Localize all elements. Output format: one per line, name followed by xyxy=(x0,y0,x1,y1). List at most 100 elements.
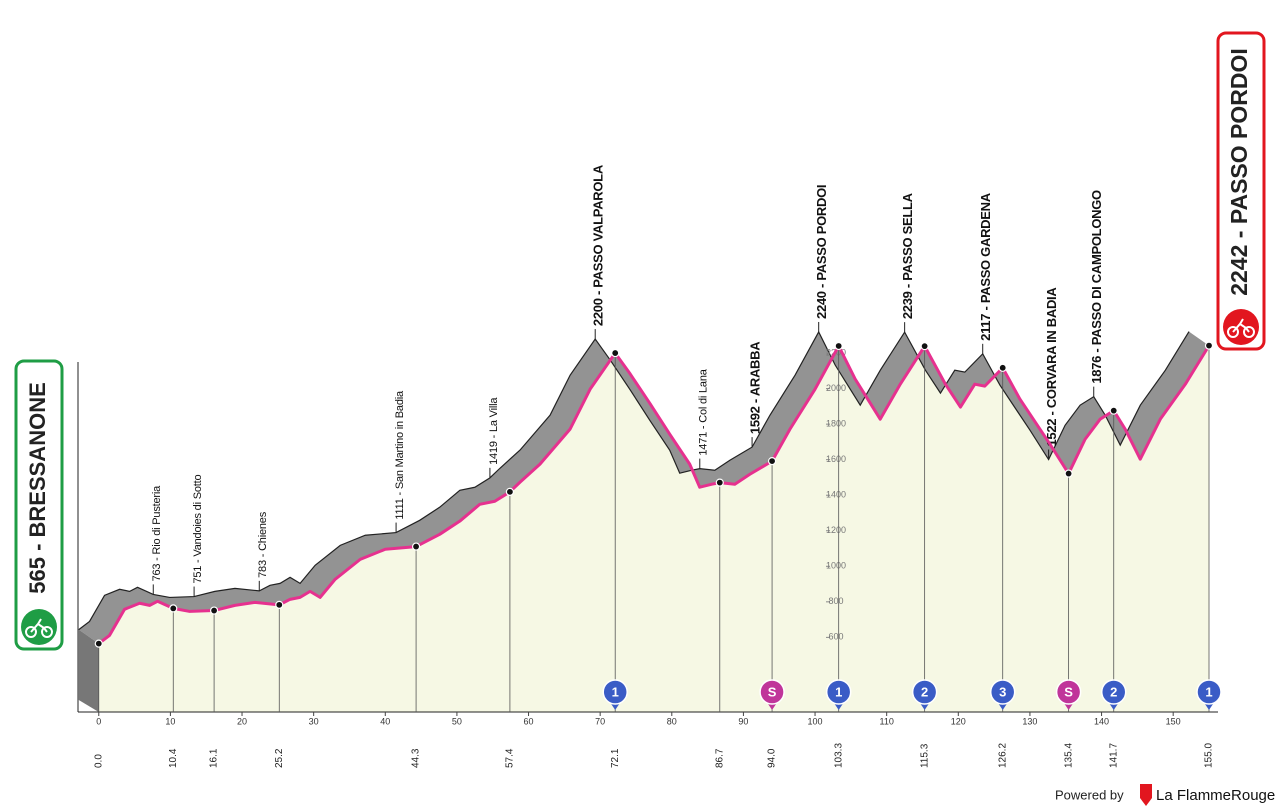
waypoint-label: 783 - Chienes xyxy=(257,511,269,578)
x-tick-label: 110 xyxy=(879,716,893,726)
badge-label: 3 xyxy=(999,684,1006,699)
badge-label: 1 xyxy=(612,684,619,699)
y-tick-label: 1400 xyxy=(826,490,846,500)
km-label: 155.0 xyxy=(1204,743,1215,768)
km-label: 57.4 xyxy=(505,748,516,768)
km-label: 44.3 xyxy=(411,748,422,768)
waypoint-dot xyxy=(1204,341,1214,350)
waypoint-label: 1419 - La Villa xyxy=(488,397,500,465)
waypoint-dot xyxy=(767,457,777,466)
start-frame xyxy=(14,359,64,651)
waypoint-dot xyxy=(920,342,929,351)
x-tick-label: 40 xyxy=(380,716,390,726)
badge xyxy=(989,679,1016,705)
waypoint-label: 1592 - ARABBA xyxy=(748,341,763,434)
waypoint-label: 1471 - Col di Lana xyxy=(698,368,710,455)
x-tick-label: 70 xyxy=(595,716,605,726)
km-label: 16.1 xyxy=(209,748,220,768)
km-label: 126.2 xyxy=(997,743,1008,768)
profile-area xyxy=(98,345,1210,712)
km-label: 25.2 xyxy=(274,748,285,768)
waypoint-dot xyxy=(998,363,1007,372)
waypoint-dot xyxy=(275,600,284,609)
x-tick-label: 140 xyxy=(1094,716,1109,726)
start-box: 565 - BRESSANONE xyxy=(14,359,64,651)
y-tick-label: 600 xyxy=(828,632,843,642)
badge-label: 1 xyxy=(835,684,842,699)
x-tick-label: 50 xyxy=(452,716,462,726)
badge xyxy=(911,679,938,705)
y-tick-label: 1000 xyxy=(826,561,846,571)
profile-line xyxy=(97,344,1211,645)
powered-by: Powered by xyxy=(1055,787,1124,802)
badge xyxy=(759,679,785,705)
waypoint-label: 2117 - PASSO GARDENA xyxy=(978,192,993,341)
waypoint-label: 1876 - PASSO DI CAMPOLONGO xyxy=(1089,190,1104,384)
x-tick-label: 30 xyxy=(309,716,319,726)
waypoint-dot xyxy=(169,604,178,613)
km-label: 86.7 xyxy=(714,748,725,768)
brand: La FlammeRouge xyxy=(1156,787,1275,804)
km-label: 135.4 xyxy=(1063,743,1074,768)
x-tick-label: 90 xyxy=(738,716,748,726)
x-tick-label: 150 xyxy=(1166,716,1181,726)
waypoint-label: 1111 - San Martino in Badia xyxy=(394,390,406,520)
waypoint-label: 1522 - CORVARA IN BADIA xyxy=(1044,287,1059,447)
finish-frame xyxy=(1216,31,1266,351)
waypoint-dot xyxy=(209,606,219,615)
x-tick-label: 0 xyxy=(96,716,101,726)
waypoint-dot xyxy=(834,341,843,351)
waypoint-dot xyxy=(715,478,724,487)
badge xyxy=(1055,679,1082,705)
km-label: 141.7 xyxy=(1108,743,1119,768)
x-tick-label: 20 xyxy=(237,716,247,726)
badge xyxy=(825,679,852,705)
waypoint-dot xyxy=(505,487,515,496)
x-tick-label: 100 xyxy=(808,716,823,726)
x-tick-label: 60 xyxy=(524,716,534,726)
km-label: 72.1 xyxy=(610,748,621,768)
x-tick-label: 130 xyxy=(1022,716,1037,726)
start-label: 565 - BRESSANONE xyxy=(25,382,50,594)
waypoint-dot xyxy=(611,348,620,358)
finish-icon xyxy=(1223,309,1259,345)
x-tick-label: 80 xyxy=(667,716,677,726)
footer: Powered by La FlammeRouge xyxy=(1055,784,1275,806)
badge xyxy=(1196,679,1222,705)
profile-left-side xyxy=(78,629,99,712)
start-cyclist xyxy=(25,618,53,638)
badge xyxy=(602,679,628,705)
finish-label: 2242 - PASSO PORDOI xyxy=(1226,48,1252,296)
waypoint-label: 2239 - PASSO SELLA xyxy=(900,192,915,319)
km-label: 115.3 xyxy=(919,743,930,768)
x-tick-label: 10 xyxy=(165,716,175,726)
finish-box: 2242 - PASSO PORDOI xyxy=(1216,31,1266,351)
waypoint-dot xyxy=(94,639,103,648)
waypoint-dot xyxy=(1064,469,1073,478)
km-label: 103.3 xyxy=(833,743,844,768)
badge-label: S xyxy=(1064,684,1073,699)
km-label: 94.0 xyxy=(767,748,778,768)
badge-label: S xyxy=(768,684,777,699)
waypoint-dot xyxy=(411,542,421,551)
y-tick-label: 2000 xyxy=(826,383,846,393)
km-label: 10.4 xyxy=(168,748,179,768)
waypoint-dot xyxy=(1109,406,1118,415)
waypoint-label: 2200 - PASSO VALPAROLA xyxy=(591,164,606,326)
badge-label: 2 xyxy=(921,684,928,699)
y-tick-label: 800 xyxy=(828,596,843,606)
waypoint-label: 763 - Rio di Pusteria xyxy=(151,485,163,582)
km-label: 0.0 xyxy=(93,754,104,768)
y-tick-label: 1800 xyxy=(826,419,846,429)
badge xyxy=(1100,679,1127,705)
x-tick-label: 120 xyxy=(951,716,966,726)
badge-label: 2 xyxy=(1110,684,1117,699)
waypoint-label: 2240 - PASSO PORDOI xyxy=(814,185,829,319)
y-tick-label: 1200 xyxy=(826,525,846,535)
finish-cyclist xyxy=(1227,318,1255,338)
brand-icon xyxy=(1140,784,1152,806)
waypoint-label: 751 - Vandoies di Sotto xyxy=(192,475,204,584)
badge-label: 1 xyxy=(1205,684,1212,699)
